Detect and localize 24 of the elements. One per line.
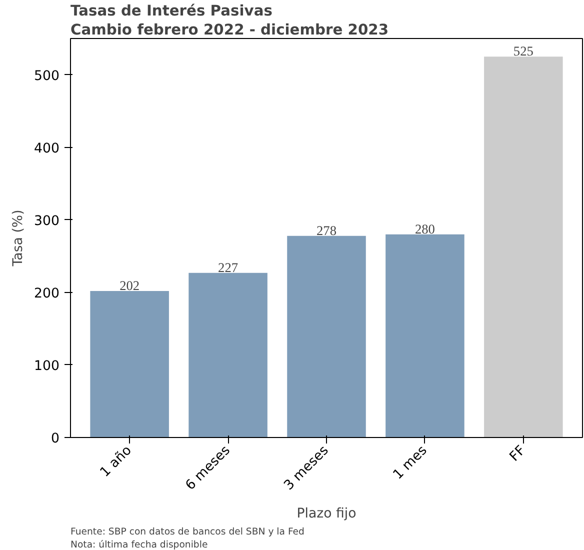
bar	[484, 56, 563, 438]
x-tick-label: FF	[507, 443, 529, 465]
bar	[90, 290, 169, 438]
data-label: 280	[414, 221, 436, 236]
y-axis-title: Tasa (%)	[11, 210, 26, 268]
data-label: 227	[218, 260, 238, 275]
source-note: Fuente: SBP con datos de bancos del SBN y la Fed	[70, 526, 305, 538]
x-tick-label: 1 año	[98, 443, 135, 480]
x-axis-title: Plazo fijo	[296, 506, 356, 522]
bar	[287, 236, 366, 438]
y-tick-label: 100	[34, 358, 60, 374]
y-tick-label: 0	[51, 432, 60, 446]
chart-subtitle: Cambio febrero 2022 - diciembre 2023	[70, 22, 389, 38]
data-label: 278	[316, 222, 337, 238]
bar	[188, 272, 268, 438]
y-tick-label: 400	[34, 141, 60, 156]
chart-title: Tasas de Interés Pasivas	[70, 2, 273, 20]
y-tick-label: 500	[34, 68, 60, 84]
data-label: 525	[513, 44, 534, 59]
bar	[386, 234, 464, 438]
y-tick-label: 200	[34, 286, 60, 302]
y-tick-label: 300	[34, 214, 60, 229]
data-label: 202	[120, 278, 140, 293]
text: Nota: última fecha disponible	[70, 540, 208, 550]
